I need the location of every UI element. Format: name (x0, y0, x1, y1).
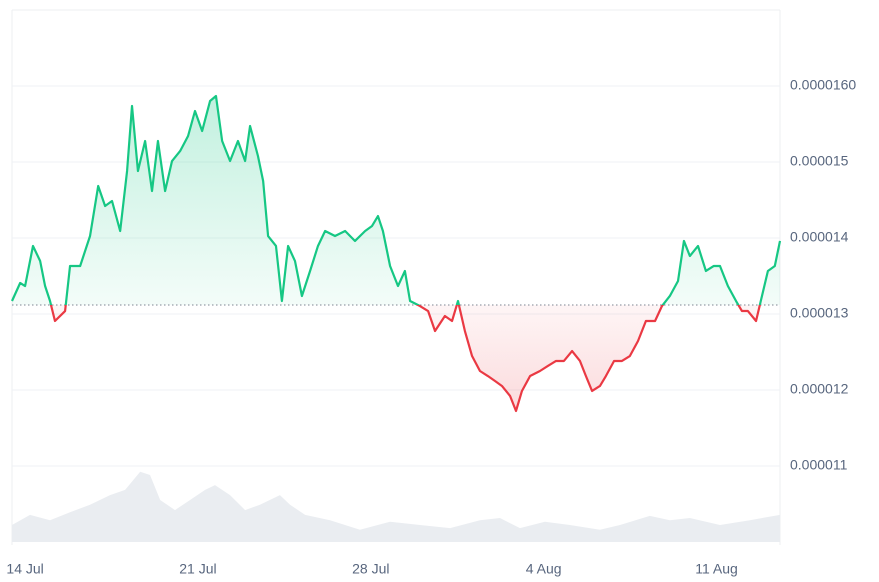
volume-area (12, 471, 780, 542)
x-tick-label: 21 Jul (179, 561, 216, 577)
x-tick-label: 11 Aug (695, 561, 738, 577)
x-tick-label: 14 Jul (6, 561, 43, 577)
x-tick-label: 28 Jul (352, 561, 389, 577)
price-line (10, 94, 782, 413)
y-tick-label: 0.000014 (790, 229, 849, 245)
y-tick-label: 0.000015 (790, 153, 849, 169)
x-tick-label: 4 Aug (526, 561, 562, 577)
y-tick-label: 0.000013 (790, 305, 849, 321)
price-area (12, 96, 780, 411)
y-tick-label: 0.000011 (790, 457, 848, 473)
y-tick-label: 0.0000160 (790, 77, 856, 93)
y-tick-label: 0.000012 (790, 381, 849, 397)
